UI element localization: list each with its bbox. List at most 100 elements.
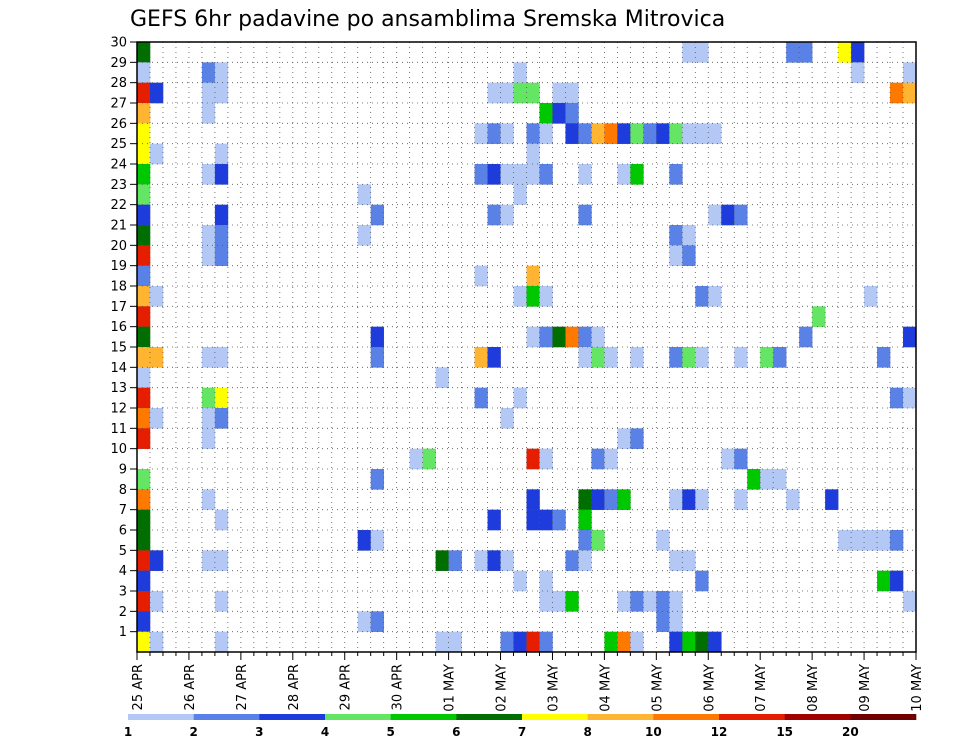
heatmap-cell xyxy=(513,164,527,185)
heatmap-cell xyxy=(565,550,579,571)
colorbar-segment xyxy=(390,714,457,720)
x-axis: 25 APR 26 APR 27 APR 28 APR 29 APR 30 APR 01 M… xyxy=(131,652,925,712)
y-tick-label: 13 xyxy=(110,381,127,396)
heatmap-cell xyxy=(747,469,761,490)
heatmap-cell xyxy=(137,62,151,83)
heatmap-cell xyxy=(734,204,748,226)
heatmap-cell xyxy=(214,387,229,409)
heatmap-cell xyxy=(149,550,164,571)
heatmap-cell xyxy=(539,286,553,307)
y-tick-label: 23 xyxy=(110,178,127,193)
heatmap-cell xyxy=(734,347,748,368)
heatmap-cell xyxy=(214,204,229,226)
y-tick-label: 25 xyxy=(110,137,127,152)
colorbar-segment xyxy=(719,714,785,720)
x-tick-label: 01 MAY xyxy=(443,664,458,712)
heatmap-cell xyxy=(201,347,216,368)
heatmap-cell xyxy=(500,408,514,429)
x-tick-label: 03 MAY xyxy=(546,664,561,712)
heatmap-cell xyxy=(604,631,618,653)
heatmap-cell xyxy=(669,164,683,185)
y-tick-label: 30 xyxy=(110,36,127,51)
heatmap-cell xyxy=(708,631,722,653)
heatmap-cell xyxy=(357,611,371,632)
heatmap-cell xyxy=(137,428,151,449)
y-tick-label: 26 xyxy=(110,117,127,132)
heatmap-cell xyxy=(695,286,709,307)
heatmap-cell xyxy=(890,530,904,551)
colorbar-segment xyxy=(193,714,260,720)
heatmap-cell xyxy=(695,570,709,592)
y-tick-label: 16 xyxy=(110,320,127,335)
chart-title: GEFS 6hr padavine po ansamblima Sremska … xyxy=(130,7,725,32)
heatmap-cell xyxy=(474,347,488,368)
heatmap-cell xyxy=(137,82,151,104)
heatmap-cell xyxy=(656,611,670,632)
heatmap-cell xyxy=(682,347,696,368)
heatmap-cell xyxy=(201,164,216,185)
y-axis: 1234567891011121314151617181920212223242… xyxy=(110,36,137,640)
heatmap-cell xyxy=(695,123,709,144)
heatmap-cell xyxy=(487,123,501,144)
y-tick-label: 10 xyxy=(110,442,127,457)
heatmap-cell xyxy=(149,82,164,104)
heatmap-cell xyxy=(890,387,904,409)
heatmap-cell xyxy=(799,42,813,63)
heatmap-cell xyxy=(201,428,216,449)
heatmap-cell xyxy=(695,489,709,510)
heatmap-cell xyxy=(877,530,891,551)
heatmap-cell xyxy=(500,204,514,226)
heatmap-cell xyxy=(695,631,709,653)
heatmap-cell xyxy=(137,184,151,205)
y-tick-label: 29 xyxy=(110,56,127,71)
heatmap-cell xyxy=(513,387,527,409)
colorbar-label: 7 xyxy=(518,725,526,739)
heatmap-cell xyxy=(137,387,151,409)
heatmap-cell xyxy=(214,82,229,104)
heatmap-cell xyxy=(838,530,852,551)
heatmap-cell xyxy=(591,123,605,144)
y-tick-label: 2 xyxy=(119,605,127,620)
heatmap-cell xyxy=(669,245,683,266)
heatmap-cell xyxy=(578,326,592,348)
heatmap-cell xyxy=(682,123,696,144)
colorbar-segment xyxy=(456,714,523,720)
heatmap-cell xyxy=(201,103,216,124)
heatmap-cell xyxy=(500,164,514,185)
heatmap-cell xyxy=(890,82,904,104)
heatmap-cell xyxy=(539,448,553,470)
heatmap-cell xyxy=(149,347,164,368)
x-tick-label: 30 APR xyxy=(391,664,406,710)
heatmap-cell xyxy=(513,62,527,83)
heatmap-cell xyxy=(526,326,540,348)
x-tick-label: 08 MAY xyxy=(806,664,821,712)
heatmap-cell xyxy=(513,570,527,592)
heatmap-cell xyxy=(137,367,151,388)
heatmap-cell xyxy=(513,82,527,104)
colorbar-label: 2 xyxy=(189,725,197,739)
heatmap-cell xyxy=(708,286,722,307)
heatmap-cell xyxy=(682,225,696,246)
heatmap-cell xyxy=(526,448,540,470)
heatmap-cell xyxy=(137,265,151,287)
heatmap-cell xyxy=(137,550,151,571)
heatmap-cell xyxy=(591,448,605,470)
heatmap-cell xyxy=(682,489,696,510)
heatmap-cell xyxy=(617,123,631,144)
x-tick-label: 29 APR xyxy=(339,664,354,710)
heatmap-cell xyxy=(617,428,631,449)
heatmap-cell xyxy=(526,631,540,653)
heatmap-cell xyxy=(137,42,151,63)
heatmap-cell xyxy=(526,489,540,510)
heatmap-cell xyxy=(137,143,151,165)
x-tick-label: 28 APR xyxy=(287,664,302,710)
heatmap-cell xyxy=(357,530,371,551)
heatmap-cell xyxy=(669,347,683,368)
heatmap-cell xyxy=(786,42,800,63)
heatmap-cell xyxy=(137,326,151,348)
heatmap-cell xyxy=(137,286,151,307)
y-tick-label: 1 xyxy=(119,625,127,640)
heatmap-cell xyxy=(214,225,229,246)
heatmap-cell xyxy=(656,530,670,551)
heatmap-cell xyxy=(552,326,566,348)
